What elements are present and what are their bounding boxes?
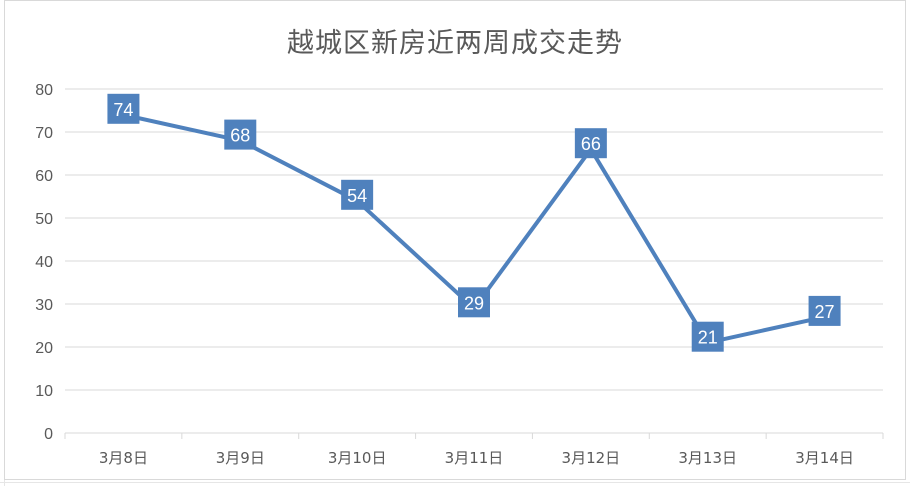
chart-area[interactable]: 越城区新房近两周成交走势 0 10 20 30 40 50 60 70 80 3月8日 3月9日 3月… — [4, 0, 906, 480]
y-tick-label: 70 — [35, 125, 53, 142]
y-tick-label: 40 — [35, 254, 53, 271]
data-label: 68 — [230, 126, 250, 146]
chart-title: 越城区新房近两周成交走势 — [287, 28, 623, 59]
x-tick-label: 3月13日 — [678, 449, 737, 467]
data-point-marker — [808, 295, 841, 326]
data-label: 54 — [347, 186, 367, 206]
y-tick-label: 30 — [35, 297, 53, 314]
data-point-marker — [574, 128, 607, 159]
x-tick-label: 3月8日 — [99, 449, 148, 467]
data-point-marker — [224, 119, 257, 150]
data-point-marker — [107, 93, 140, 124]
data-point-marker — [691, 321, 724, 352]
data-point-marker — [341, 179, 374, 210]
y-tick-label: 20 — [35, 340, 53, 357]
x-tick-label: 3月11日 — [445, 449, 504, 467]
data-label: 21 — [698, 328, 718, 348]
data-label: 74 — [113, 100, 133, 120]
data-label: 66 — [581, 134, 601, 154]
y-tick-label: 50 — [35, 211, 53, 228]
data-label: 29 — [464, 293, 484, 313]
y-tick-label: 10 — [35, 383, 53, 400]
x-tick-label: 3月9日 — [216, 449, 265, 467]
y-tick-label: 60 — [35, 168, 53, 185]
data-point-marker — [458, 287, 490, 318]
y-tick-label: 0 — [44, 426, 53, 443]
x-tick-label: 3月12日 — [562, 449, 621, 467]
data-label: 27 — [815, 302, 835, 322]
plot-area: 0 10 20 30 40 50 60 70 80 3月8日 3月9日 3月10日 3月11日 3月12日… — [35, 82, 884, 467]
x-tick-label: 3月10日 — [328, 449, 387, 467]
x-tick-label: 3月14日 — [795, 449, 854, 467]
y-tick-label: 80 — [35, 82, 53, 99]
